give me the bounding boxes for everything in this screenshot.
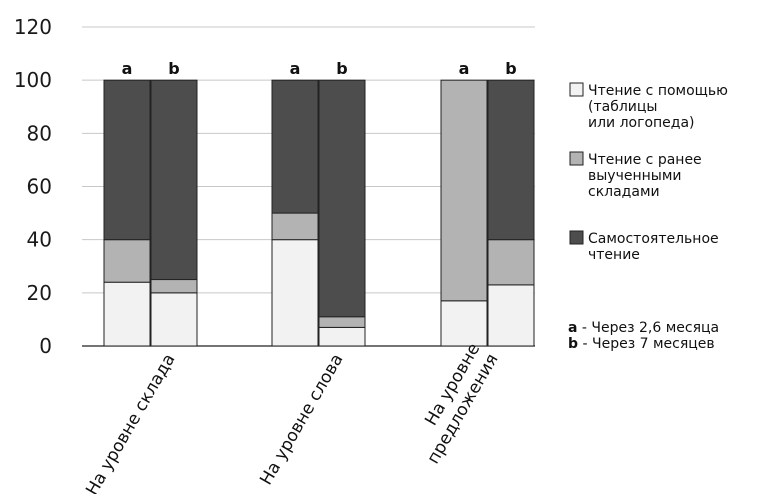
bar-tag-label: b	[336, 59, 347, 78]
legend-note: b - Через 7 месяцев	[568, 336, 715, 352]
legend-label: Чтение с ранее выученными складами	[588, 152, 702, 200]
y-axis-ticks: 0 20 40 60 80 100 120	[14, 15, 52, 358]
y-tick-label: 40	[27, 228, 52, 252]
bar-segment	[150, 79, 198, 281]
bar-tag-label: a	[122, 59, 133, 78]
legend-swatch	[569, 230, 584, 245]
bar-segment	[487, 239, 535, 286]
bar-segment	[150, 292, 198, 347]
bar-segment	[150, 279, 198, 294]
bar-tag-label: b	[505, 59, 516, 78]
legend-note: a - Через 2,6 месяца	[568, 320, 719, 336]
x-category-label: На уровнепредложения	[405, 340, 502, 468]
bar-segment	[271, 212, 319, 241]
bar-segment	[440, 300, 488, 347]
bar-segment	[103, 79, 151, 241]
legend-label: Самостоятельное чтение	[588, 231, 719, 263]
y-tick-label: 100	[14, 68, 52, 92]
x-category-label: На уровне слова	[256, 351, 347, 489]
y-tick-label: 60	[27, 175, 52, 199]
bar-segment	[440, 79, 488, 302]
legend: Чтение с помощью (таблицы или логопеда) Чте…	[569, 82, 728, 263]
bar-tag-label: b	[168, 59, 179, 78]
y-tick-label: 0	[39, 334, 52, 358]
bar-segment	[103, 281, 151, 347]
x-category-label: На уровне склада	[82, 351, 179, 494]
bar-segment	[271, 79, 319, 214]
legend-swatch	[569, 151, 584, 166]
bar-segment	[318, 316, 366, 328]
bar-segment	[318, 326, 366, 347]
bar-segment	[271, 239, 319, 347]
bar-segment	[318, 79, 366, 318]
bar-tag-label: a	[290, 59, 301, 78]
legend-label: Чтение с помощью (таблицы или логопеда)	[588, 83, 728, 131]
bar-segment	[487, 79, 535, 241]
bar-segment	[487, 284, 535, 347]
legend-swatch	[569, 82, 584, 97]
category-labels: На уровне склада На уровне слова На уровне…	[82, 340, 502, 494]
bar-segment	[103, 239, 151, 283]
y-tick-label: 20	[27, 281, 52, 305]
y-tick-label: 120	[14, 15, 52, 39]
bar-tag-label: a	[459, 59, 470, 78]
bars	[103, 79, 535, 347]
y-tick-label: 80	[27, 121, 52, 145]
